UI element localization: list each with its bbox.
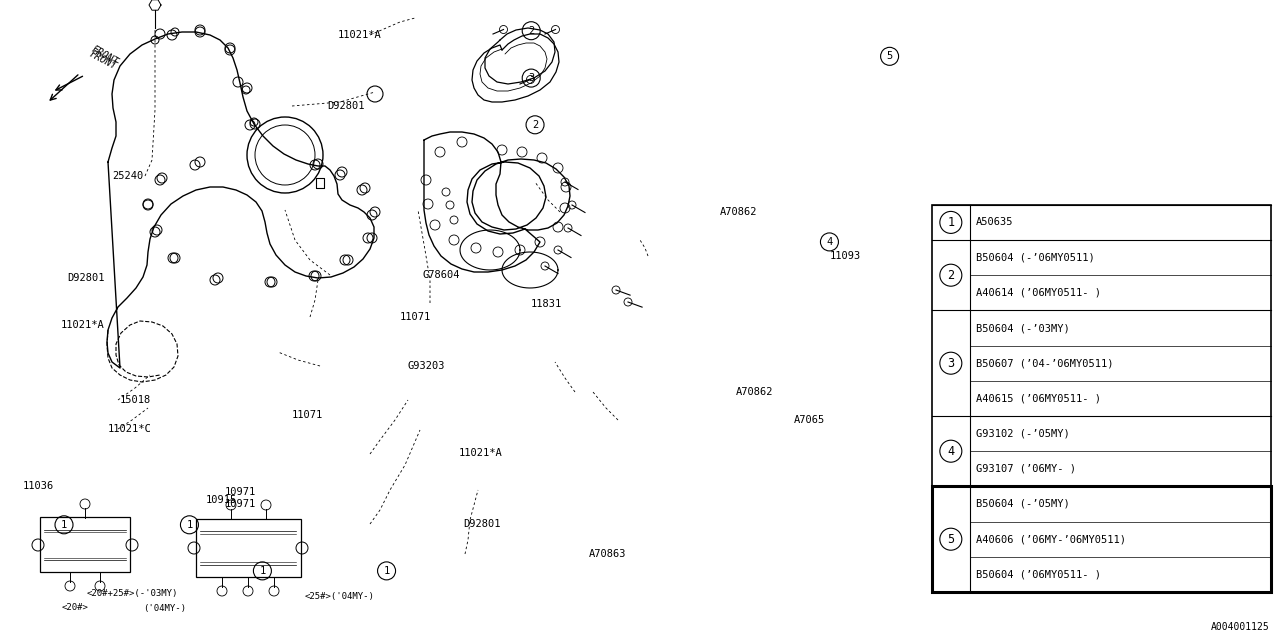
Text: B50604 (-’05MY): B50604 (-’05MY): [975, 499, 1070, 509]
Text: 11093: 11093: [829, 251, 860, 261]
Text: 11021*A: 11021*A: [61, 320, 105, 330]
Text: 11021*C: 11021*C: [108, 424, 151, 434]
Text: D92801: D92801: [463, 518, 500, 529]
Text: A70862: A70862: [736, 387, 773, 397]
Text: B50604 (-’06MY0511): B50604 (-’06MY0511): [975, 253, 1094, 262]
Text: 1: 1: [947, 216, 955, 229]
Text: 11831: 11831: [531, 299, 562, 309]
Text: D92801: D92801: [328, 100, 365, 111]
Bar: [932, 205, 1271, 592]
Text: 5: 5: [947, 532, 955, 546]
Text: 10971: 10971: [225, 486, 256, 497]
Bar: [196, 519, 301, 577]
Text: B50607 (’04-’06MY0511): B50607 (’04-’06MY0511): [975, 358, 1114, 368]
Text: <20#+25#>(-'03MY): <20#+25#>(-'03MY): [87, 589, 178, 598]
Text: ('04MY-): ('04MY-): [143, 604, 187, 612]
Text: 11036: 11036: [23, 481, 54, 492]
Text: B50604 (-’03MY): B50604 (-’03MY): [975, 323, 1070, 333]
Text: 1: 1: [384, 566, 389, 576]
Text: A7065: A7065: [794, 415, 824, 425]
Text: A004001125: A004001125: [1211, 622, 1270, 632]
Text: G78604: G78604: [422, 270, 460, 280]
Text: 2: 2: [947, 269, 955, 282]
Text: 1: 1: [187, 520, 192, 530]
Text: 10971: 10971: [225, 499, 256, 509]
Text: FRONT: FRONT: [90, 44, 120, 67]
Text: 2: 2: [532, 120, 538, 130]
Text: G93102 (-’05MY): G93102 (-’05MY): [975, 429, 1070, 438]
Text: A40614 (’06MY0511- ): A40614 (’06MY0511- ): [975, 288, 1101, 298]
Text: 1: 1: [260, 566, 265, 576]
Text: A70863: A70863: [589, 548, 626, 559]
Text: D92801: D92801: [68, 273, 105, 284]
Text: A40615 (’06MY0511- ): A40615 (’06MY0511- ): [975, 394, 1101, 403]
Text: B50604 (’06MY0511- ): B50604 (’06MY0511- ): [975, 570, 1101, 579]
Text: <20#>: <20#>: [61, 604, 88, 612]
Text: A70862: A70862: [719, 207, 756, 218]
Bar: [40, 517, 131, 572]
Text: FRONT: FRONT: [88, 49, 119, 72]
Text: 11071: 11071: [292, 410, 323, 420]
Text: 11021*A: 11021*A: [458, 448, 502, 458]
Text: 11071: 11071: [399, 312, 430, 322]
Text: <25#>('04MY-): <25#>('04MY-): [305, 592, 375, 601]
Text: A50635: A50635: [975, 218, 1014, 227]
Text: 15018: 15018: [120, 395, 151, 405]
Text: A40606 (’06MY-’06MY0511): A40606 (’06MY-’06MY0511): [975, 534, 1126, 544]
Bar: [932, 486, 1271, 592]
Text: 2: 2: [529, 26, 534, 36]
Text: 11021*A: 11021*A: [338, 30, 381, 40]
Text: 3: 3: [529, 73, 534, 83]
Text: 3: 3: [947, 356, 955, 370]
Text: G93107 (’06MY- ): G93107 (’06MY- ): [975, 464, 1076, 474]
Text: G93203: G93203: [407, 361, 444, 371]
Text: 10915: 10915: [206, 495, 237, 506]
Text: 25240: 25240: [113, 171, 143, 181]
Text: 5: 5: [887, 51, 892, 61]
Text: 4: 4: [947, 445, 955, 458]
Text: 1: 1: [61, 520, 67, 530]
Text: 4: 4: [827, 237, 832, 247]
